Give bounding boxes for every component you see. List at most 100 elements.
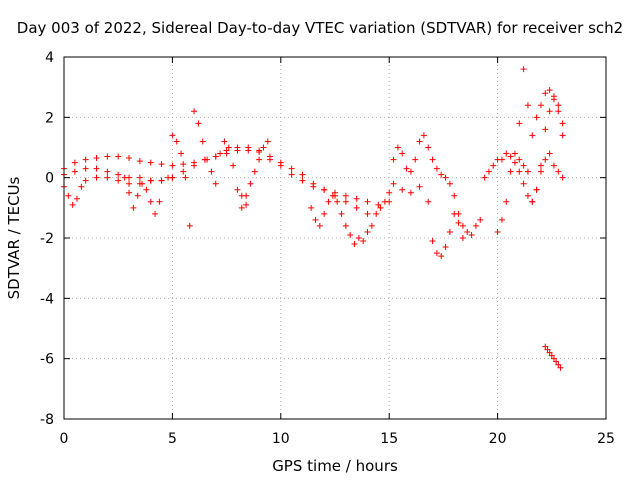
data-point	[71, 159, 78, 166]
data-point	[516, 168, 523, 175]
data-point	[351, 241, 358, 248]
data-point	[299, 177, 306, 184]
data-point	[126, 189, 133, 196]
data-point	[377, 204, 384, 211]
data-point	[264, 138, 271, 145]
data-point	[69, 201, 76, 208]
data-point	[451, 210, 458, 217]
y-axis-label: SDTVAR / TECUs	[5, 176, 23, 299]
data-point	[529, 132, 536, 139]
data-point	[550, 355, 557, 362]
data-point	[121, 174, 128, 181]
data-point	[321, 186, 328, 193]
data-point	[548, 352, 555, 359]
data-point	[247, 180, 254, 187]
data-point	[115, 171, 122, 178]
data-point	[288, 171, 295, 178]
data-point	[553, 358, 560, 365]
data-point	[555, 361, 562, 368]
data-point	[169, 132, 176, 139]
data-point	[559, 120, 566, 127]
data-point	[407, 168, 414, 175]
data-point	[511, 159, 518, 166]
data-point	[381, 198, 388, 205]
data-point	[223, 147, 230, 154]
data-point	[158, 177, 165, 184]
series-track-8	[386, 132, 484, 238]
data-point	[256, 156, 263, 163]
data-point	[115, 177, 122, 184]
series-track-10	[481, 150, 566, 205]
data-point	[347, 231, 354, 238]
data-point	[65, 192, 72, 199]
data-point	[416, 183, 423, 190]
data-point	[442, 174, 449, 181]
data-point	[364, 210, 371, 217]
data-point	[199, 138, 206, 145]
data-point	[204, 156, 211, 163]
series-track-13	[542, 343, 564, 371]
data-point	[312, 216, 319, 223]
data-point	[195, 120, 202, 127]
y-tick-label: -6	[40, 352, 54, 368]
series-track-9	[390, 180, 466, 260]
y-tick-label: 0	[45, 171, 54, 187]
data-point	[503, 150, 510, 157]
data-point	[542, 156, 549, 163]
data-point	[498, 156, 505, 163]
data-point	[212, 180, 219, 187]
data-point	[245, 144, 252, 151]
data-point	[559, 174, 566, 181]
data-points	[61, 66, 566, 371]
series-track-3	[61, 174, 176, 208]
series-track-11	[494, 66, 566, 235]
data-point	[288, 165, 295, 172]
data-point	[221, 138, 228, 145]
data-point	[147, 177, 154, 184]
data-point	[533, 114, 540, 121]
data-point	[507, 168, 514, 175]
data-point	[555, 102, 562, 109]
data-point	[169, 162, 176, 169]
data-point	[429, 238, 436, 245]
data-point	[342, 198, 349, 205]
x-axis-label: GPS time / hours	[272, 457, 398, 475]
x-tick-label: 20	[489, 431, 507, 447]
data-point	[277, 159, 284, 166]
data-point	[308, 204, 315, 211]
data-point	[78, 183, 85, 190]
data-point	[394, 144, 401, 151]
data-point	[368, 222, 375, 229]
x-tick-label: 15	[380, 431, 398, 447]
data-point	[325, 198, 332, 205]
data-point	[71, 168, 78, 175]
data-point	[555, 108, 562, 115]
y-tick-label: 2	[45, 110, 54, 126]
series-track-1	[61, 147, 393, 208]
data-point	[550, 96, 557, 103]
data-point	[546, 150, 553, 157]
data-point	[481, 174, 488, 181]
data-point	[353, 195, 360, 202]
data-point	[230, 162, 237, 169]
data-point	[243, 201, 250, 208]
grid-lines	[64, 57, 606, 419]
data-point	[147, 198, 154, 205]
data-point	[126, 180, 133, 187]
data-point	[93, 155, 100, 162]
data-point	[420, 132, 427, 139]
y-tick-label: -2	[40, 231, 54, 247]
data-point	[546, 87, 553, 94]
data-point	[516, 156, 523, 163]
y-tick-label: -8	[40, 412, 54, 428]
data-point	[425, 198, 432, 205]
data-point	[180, 168, 187, 175]
data-point	[429, 156, 436, 163]
data-point	[498, 216, 505, 223]
data-point	[442, 244, 449, 251]
data-point	[310, 180, 317, 187]
data-point	[520, 180, 527, 187]
data-point	[191, 108, 198, 115]
data-point	[234, 186, 241, 193]
data-point	[355, 235, 362, 241]
